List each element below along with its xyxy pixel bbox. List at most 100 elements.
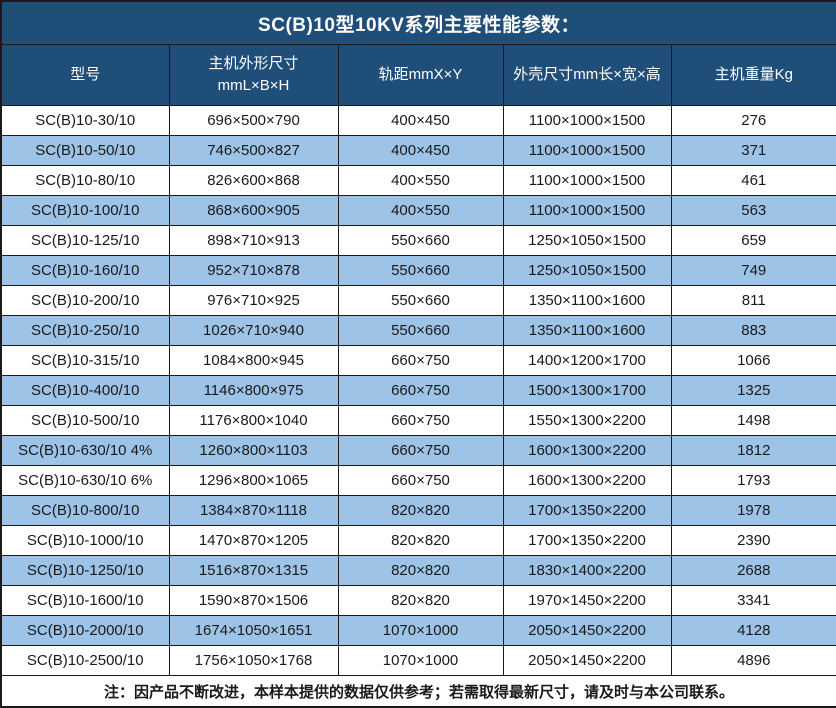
host-dimensions-cell: 976×710×925 <box>169 286 338 316</box>
shell-dimensions-cell: 1100×1000×1500 <box>503 166 671 196</box>
weight-cell: 749 <box>671 256 836 286</box>
weight-cell: 276 <box>671 106 836 136</box>
column-header-sublabel: mmL×B×H <box>170 75 338 97</box>
rail-gauge-cell: 660×750 <box>338 436 503 466</box>
weight-cell: 2390 <box>671 526 836 556</box>
weight-cell: 4128 <box>671 616 836 646</box>
rail-gauge-cell: 660×750 <box>338 346 503 376</box>
column-header-rail-gauge: 轨距mmX×Y <box>338 45 503 106</box>
model-cell: SC(B)10-1600/10 <box>1 586 169 616</box>
host-dimensions-cell: 1756×1050×1768 <box>169 646 338 676</box>
weight-cell: 1793 <box>671 466 836 496</box>
model-cell: SC(B)10-1000/10 <box>1 526 169 556</box>
table-title-row: SC(B)10型10KV系列主要性能参数： <box>1 1 836 45</box>
shell-dimensions-cell: 1400×1200×1700 <box>503 346 671 376</box>
model-cell: SC(B)10-2000/10 <box>1 616 169 646</box>
shell-dimensions-cell: 1100×1000×1500 <box>503 136 671 166</box>
shell-dimensions-cell: 1700×1350×2200 <box>503 496 671 526</box>
model-cell: SC(B)10-50/10 <box>1 136 169 166</box>
rail-gauge-cell: 660×750 <box>338 466 503 496</box>
rail-gauge-cell: 820×820 <box>338 586 503 616</box>
shell-dimensions-cell: 1250×1050×1500 <box>503 226 671 256</box>
shell-dimensions-cell: 1830×1400×2200 <box>503 556 671 586</box>
host-dimensions-cell: 1296×800×1065 <box>169 466 338 496</box>
rail-gauge-cell: 400×450 <box>338 106 503 136</box>
host-dimensions-cell: 1516×870×1315 <box>169 556 338 586</box>
host-dimensions-cell: 696×500×790 <box>169 106 338 136</box>
model-cell: SC(B)10-2500/10 <box>1 646 169 676</box>
rail-gauge-cell: 660×750 <box>338 406 503 436</box>
shell-dimensions-cell: 1550×1300×2200 <box>503 406 671 436</box>
weight-cell: 461 <box>671 166 836 196</box>
shell-dimensions-cell: 1600×1300×2200 <box>503 436 671 466</box>
weight-cell: 1066 <box>671 346 836 376</box>
model-cell: SC(B)10-500/10 <box>1 406 169 436</box>
model-cell: SC(B)10-630/10 4% <box>1 436 169 466</box>
rail-gauge-cell: 400×550 <box>338 166 503 196</box>
shell-dimensions-cell: 1500×1300×1700 <box>503 376 671 406</box>
model-cell: SC(B)10-1250/10 <box>1 556 169 586</box>
shell-dimensions-cell: 1600×1300×2200 <box>503 466 671 496</box>
model-cell: SC(B)10-400/10 <box>1 376 169 406</box>
rail-gauge-cell: 1070×1000 <box>338 646 503 676</box>
weight-cell: 659 <box>671 226 836 256</box>
weight-cell: 811 <box>671 286 836 316</box>
model-cell: SC(B)10-160/10 <box>1 256 169 286</box>
model-cell: SC(B)10-250/10 <box>1 316 169 346</box>
weight-cell: 1978 <box>671 496 836 526</box>
table-note-row: 注：因产品不断改进，本样本提供的数据仅供参考；若需取得最新尺寸，请及时与本公司联… <box>1 676 836 708</box>
model-cell: SC(B)10-125/10 <box>1 226 169 256</box>
model-cell: SC(B)10-100/10 <box>1 196 169 226</box>
shell-dimensions-cell: 1100×1000×1500 <box>503 196 671 226</box>
rail-gauge-cell: 550×660 <box>338 286 503 316</box>
shell-dimensions-cell: 2050×1450×2200 <box>503 646 671 676</box>
host-dimensions-cell: 1674×1050×1651 <box>169 616 338 646</box>
column-header-label: 主机外形尺寸 <box>170 53 338 75</box>
shell-dimensions-cell: 1250×1050×1500 <box>503 256 671 286</box>
column-header-label: 轨距mmX×Y <box>339 64 503 86</box>
host-dimensions-cell: 898×710×913 <box>169 226 338 256</box>
host-dimensions-cell: 1470×870×1205 <box>169 526 338 556</box>
rail-gauge-cell: 400×450 <box>338 136 503 166</box>
rail-gauge-cell: 820×820 <box>338 526 503 556</box>
rail-gauge-cell: 550×660 <box>338 316 503 346</box>
rail-gauge-cell: 550×660 <box>338 256 503 286</box>
weight-cell: 2688 <box>671 556 836 586</box>
weight-cell: 1498 <box>671 406 836 436</box>
host-dimensions-cell: 868×600×905 <box>169 196 338 226</box>
rail-gauge-cell: 1070×1000 <box>338 616 503 646</box>
rail-gauge-cell: 820×820 <box>338 496 503 526</box>
shell-dimensions-cell: 1350×1100×1600 <box>503 286 671 316</box>
rail-gauge-cell: 820×820 <box>338 556 503 586</box>
shell-dimensions-cell: 1700×1350×2200 <box>503 526 671 556</box>
shell-dimensions-cell: 1100×1000×1500 <box>503 106 671 136</box>
rail-gauge-cell: 550×660 <box>338 226 503 256</box>
model-cell: SC(B)10-800/10 <box>1 496 169 526</box>
host-dimensions-cell: 1260×800×1103 <box>169 436 338 466</box>
weight-cell: 3341 <box>671 586 836 616</box>
model-cell: SC(B)10-630/10 6% <box>1 466 169 496</box>
host-dimensions-cell: 826×600×868 <box>169 166 338 196</box>
host-dimensions-cell: 1590×870×1506 <box>169 586 338 616</box>
page-title: SC(B)10型10KV系列主要性能参数： <box>1 1 836 45</box>
column-header-model: 型号 <box>1 45 169 106</box>
host-dimensions-cell: 1176×800×1040 <box>169 406 338 436</box>
host-dimensions-cell: 1026×710×940 <box>169 316 338 346</box>
